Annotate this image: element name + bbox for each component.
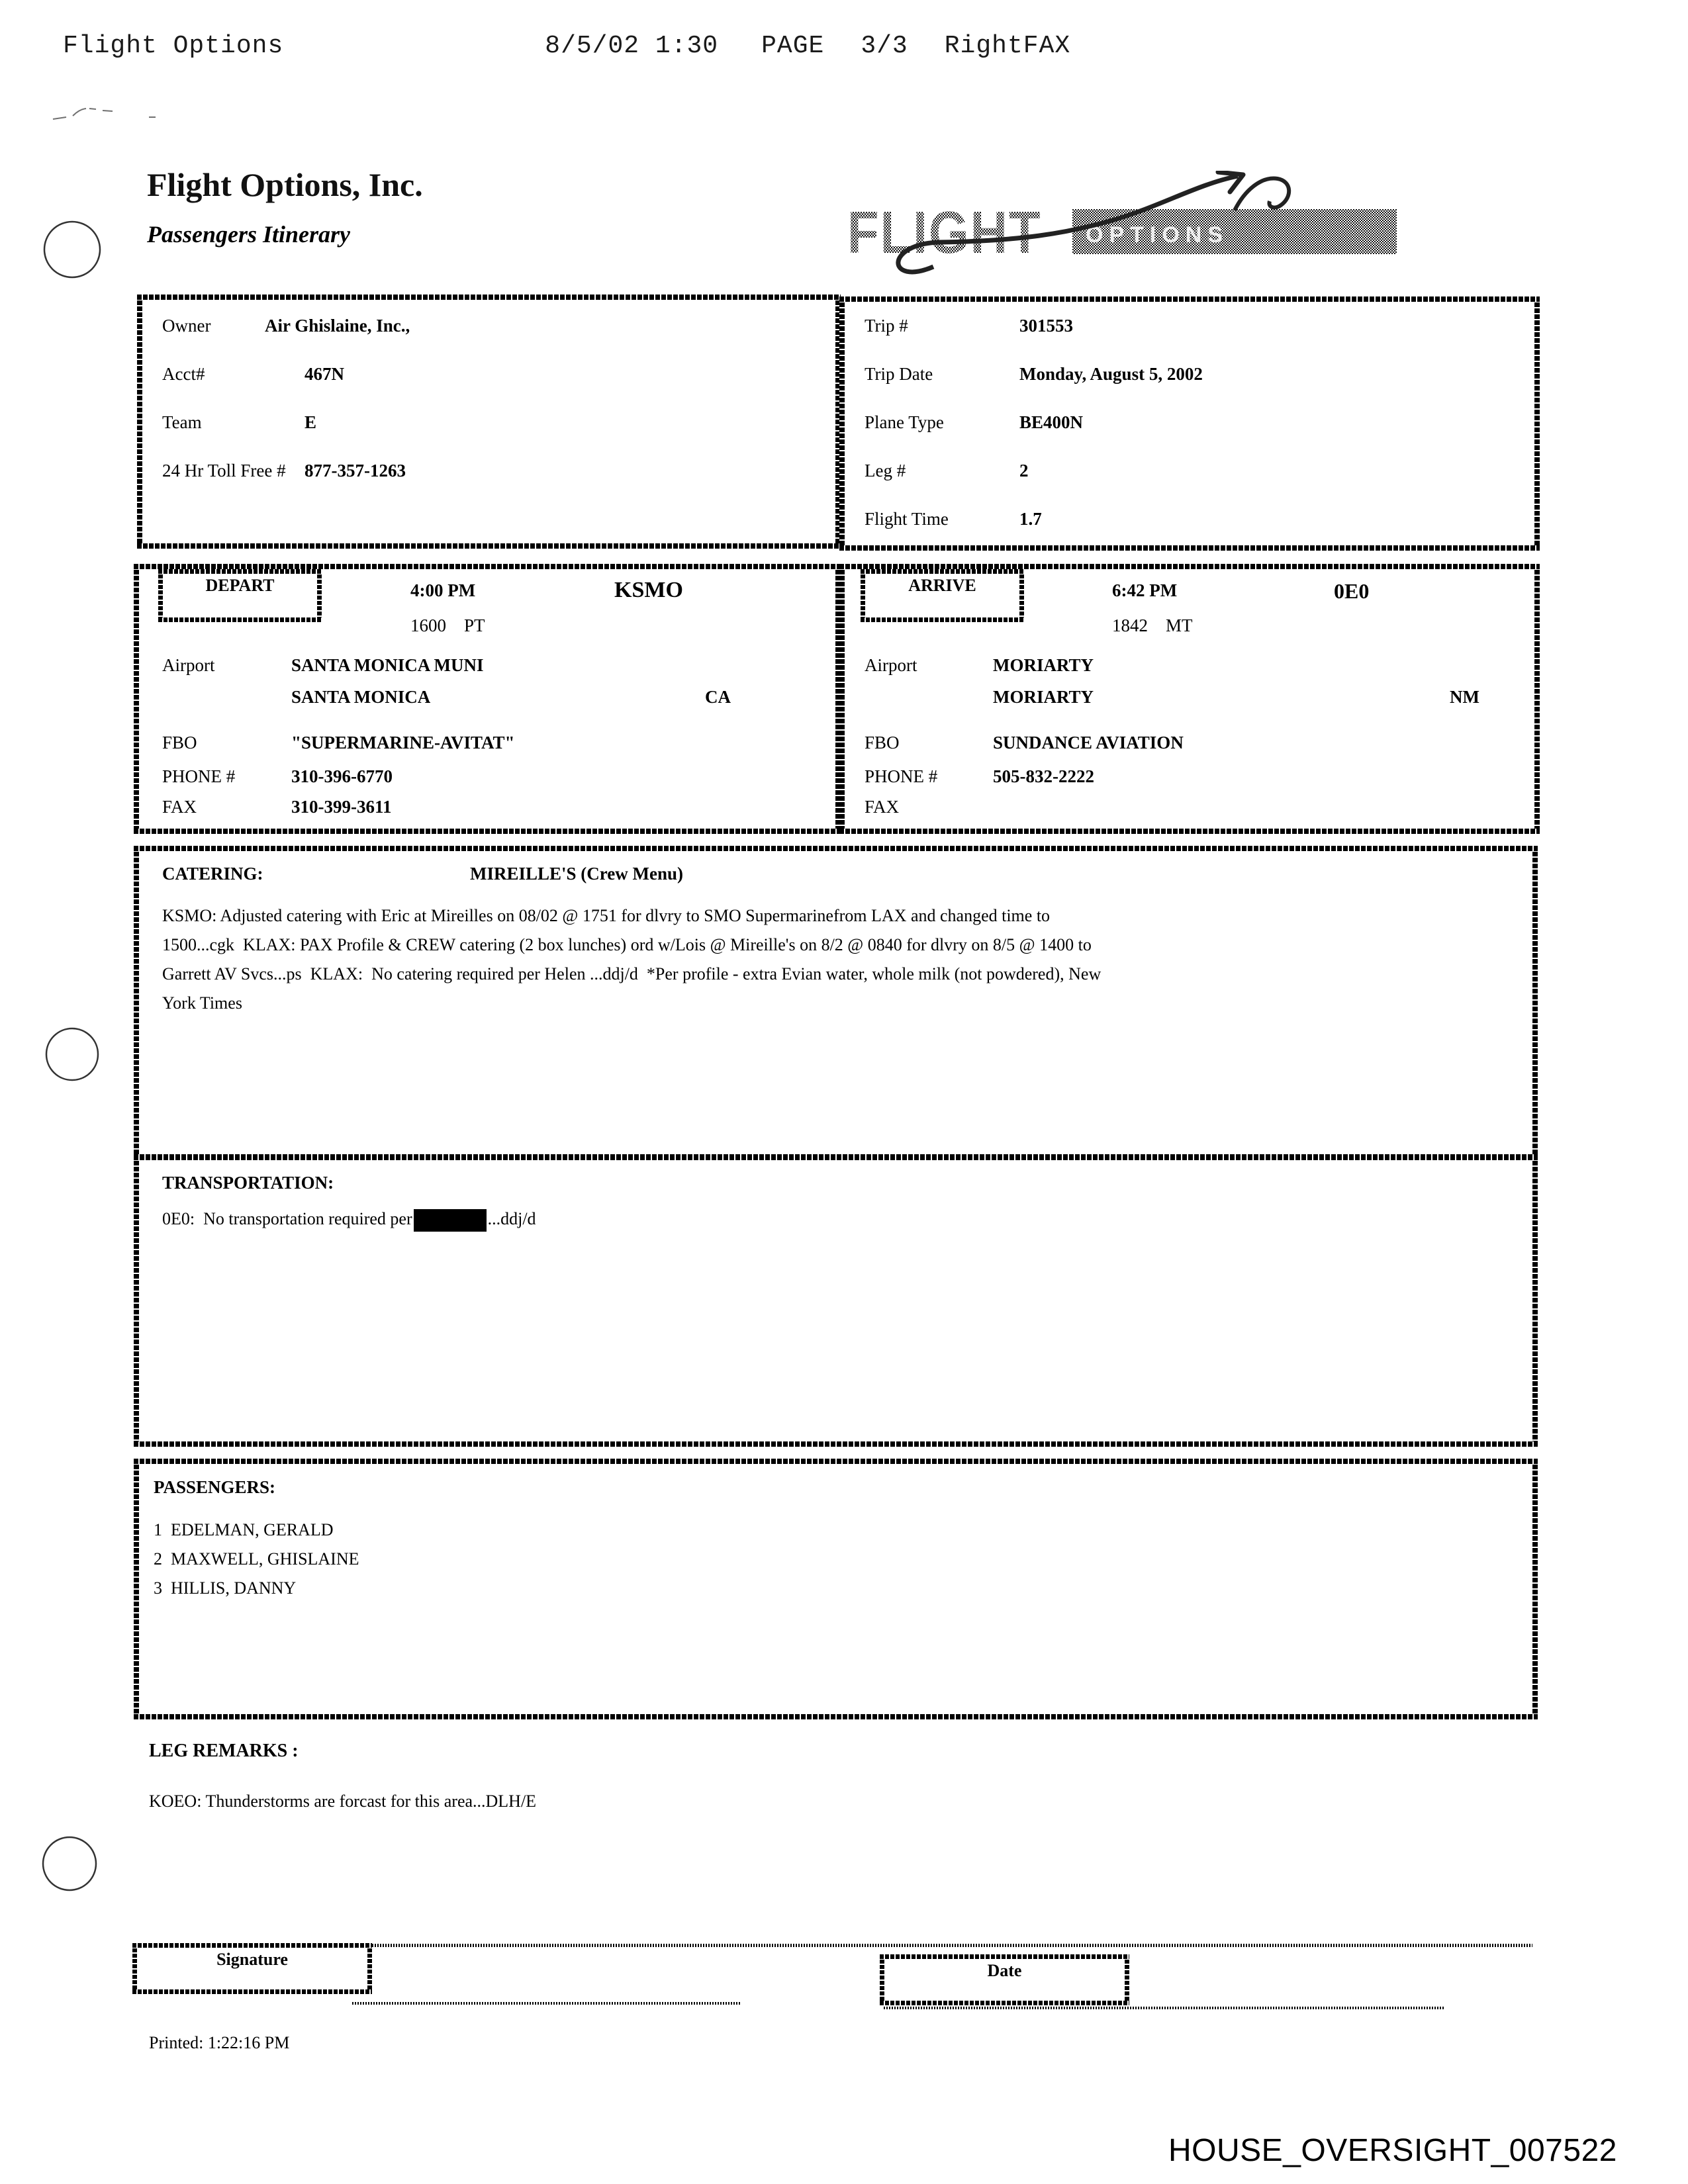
svg-text:OPTIONS: OPTIONS [1086,222,1229,248]
svg-text:FLIGHT: FLIGHT [847,199,1042,265]
